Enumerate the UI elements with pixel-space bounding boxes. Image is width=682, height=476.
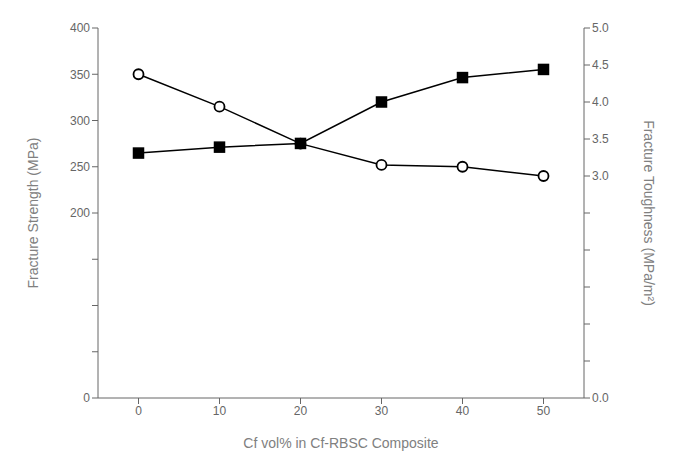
svg-text:250: 250	[70, 160, 90, 174]
svg-text:5.0: 5.0	[592, 21, 609, 35]
svg-text:50: 50	[537, 404, 551, 418]
svg-text:400: 400	[70, 21, 90, 35]
svg-text:3.5: 3.5	[592, 132, 609, 146]
svg-text:10: 10	[213, 404, 227, 418]
svg-text:4.0: 4.0	[592, 95, 609, 109]
svg-text:Fracture Strength (MPa): Fracture Strength (MPa)	[25, 138, 41, 289]
svg-text:Fracture Toughness (MPa/m²): Fracture Toughness (MPa/m²)	[641, 120, 657, 306]
svg-text:350: 350	[70, 68, 90, 82]
svg-text:30: 30	[375, 404, 389, 418]
svg-text:40: 40	[456, 404, 470, 418]
svg-text:4.5: 4.5	[592, 58, 609, 72]
svg-text:0: 0	[83, 391, 90, 405]
svg-text:0.0: 0.0	[592, 391, 609, 405]
svg-text:200: 200	[70, 206, 90, 220]
svg-text:0: 0	[135, 404, 142, 418]
svg-text:3.0: 3.0	[592, 169, 609, 183]
svg-text:20: 20	[294, 404, 308, 418]
svg-text:300: 300	[70, 114, 90, 128]
svg-text:Cf vol% in Cf-RBSC Composite: Cf vol% in Cf-RBSC Composite	[243, 435, 438, 451]
